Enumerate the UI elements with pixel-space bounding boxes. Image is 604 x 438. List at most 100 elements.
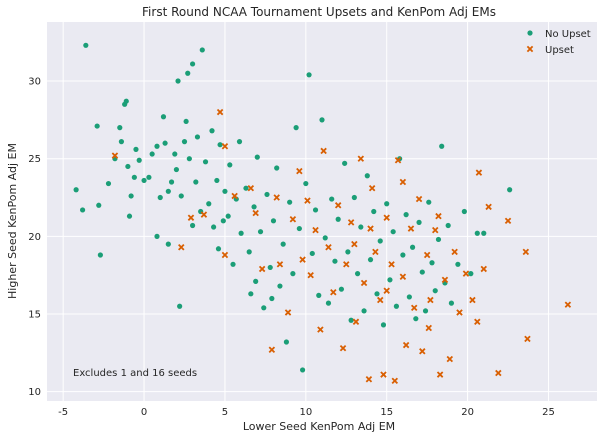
point-upset [431,226,439,234]
point-upset [339,344,347,352]
point-upset [221,251,229,259]
point-upset [276,261,284,268]
point-no-upset [178,193,184,199]
point-upset [352,318,360,326]
x-axis-label: Lower Seed KenPom Adj EM [243,420,395,433]
point-upset [178,243,185,251]
point-no-upset [202,159,209,165]
note-annotation: Excludes 1 and 16 seeds [73,368,197,379]
point-upset [485,203,492,211]
point-no-upset [253,278,259,284]
point-upset [469,296,476,304]
point-no-upset [299,367,306,373]
point-upset [320,147,327,155]
point-no-upset [146,174,152,180]
point-no-upset [461,208,467,215]
point-upset [365,376,373,383]
point-no-upset [236,139,243,145]
point-upset [187,214,195,221]
point-no-upset [175,78,181,84]
point-no-upset [270,218,277,224]
point-upset [451,248,458,256]
point-no-upset [293,125,299,131]
y-tick-label: 10 [28,387,41,398]
point-no-upset [186,156,192,162]
point-no-upset [481,230,487,236]
point-upset [357,155,365,162]
point-upset [367,225,374,232]
point-no-upset [338,286,345,292]
point-upset [252,209,259,217]
point-no-upset [227,162,233,168]
point-no-upset [73,187,79,193]
point-no-upset [222,188,228,194]
point-upset [427,296,434,304]
point-no-upset [165,241,171,247]
point-no-upset [274,165,280,171]
point-no-upset [474,230,480,236]
point-no-upset [416,219,422,225]
point-upset [325,243,332,251]
point-no-upset [157,194,163,201]
x-tick-label: 20 [461,407,474,418]
point-no-upset [238,230,244,236]
point-no-upset [400,252,406,258]
point-no-upset [172,151,178,157]
data-points [73,42,572,385]
point-no-upset [185,70,191,76]
point-upset [216,108,224,116]
point-no-upset [149,151,155,157]
point-no-upset [267,264,273,271]
point-no-upset [332,258,338,264]
point-upset [380,371,387,378]
point-upset [504,217,512,225]
point-upset [425,324,433,332]
point-no-upset [316,292,322,298]
point-no-upset [79,207,86,213]
y-axis-label: Higher Seed KenPom Adj EM [6,143,19,299]
point-no-upset [280,241,286,247]
point-upset [456,309,463,316]
point-no-upset [296,225,302,232]
point-upset [524,335,531,343]
point-no-upset [117,125,123,131]
point-no-upset [384,201,390,207]
point-upset [441,276,449,284]
legend-marker-upset [526,45,534,53]
point-no-upset [387,277,393,283]
point-upset [268,346,276,353]
point-no-upset [125,163,131,170]
point-no-upset [409,244,416,250]
legend-x-glyph [526,45,534,53]
point-no-upset [287,199,293,205]
y-tick-label: 20 [28,232,41,243]
point-upset [247,184,255,192]
point-upset [368,184,376,192]
y-tick-label: 15 [28,310,41,321]
point-no-upset [118,139,125,145]
point-upset [391,377,399,385]
point-no-upset [181,139,188,145]
point-no-upset [126,213,133,219]
point-no-upset [361,308,367,314]
point-no-upset [230,261,236,267]
point-no-upset [426,199,432,205]
point-upset [462,270,470,277]
point-upset [273,194,280,201]
point-upset [407,225,415,232]
point-no-upset [154,143,160,149]
point-upset [415,195,423,203]
point-upset [383,214,390,221]
point-no-upset [128,193,134,199]
x-tick-label: 10 [299,407,312,418]
point-no-upset [96,202,102,208]
point-no-upset [455,261,461,267]
point-upset [446,355,454,363]
point-no-upset [348,317,354,323]
point-no-upset [303,180,309,187]
point-upset [376,296,384,304]
point-no-upset [325,300,332,306]
point-no-upset [371,208,377,215]
point-upset [221,143,229,150]
point-no-upset [183,118,189,125]
